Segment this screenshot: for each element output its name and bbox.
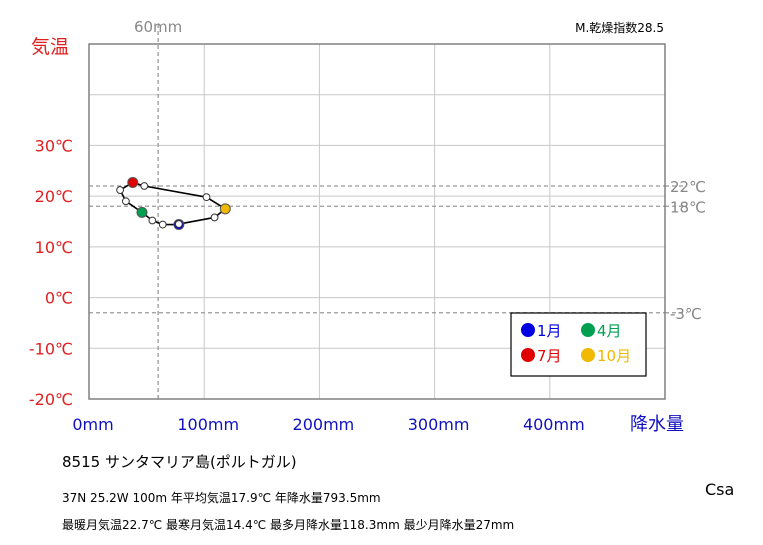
legend-label: 10月 <box>597 347 631 365</box>
x-tick-label: 400mm <box>523 415 585 434</box>
x-axis-label: 降水量 <box>630 414 684 435</box>
legend-label: 4月 <box>597 322 622 340</box>
legend-box <box>510 312 647 377</box>
y-tick-label: -10℃ <box>29 339 73 358</box>
y-tick-label: 30℃ <box>35 136 73 155</box>
y-tick-label: 20℃ <box>35 187 73 206</box>
month-point <box>202 193 211 202</box>
legend-marker <box>581 323 595 337</box>
y-tick-label: 10℃ <box>35 238 73 257</box>
x-tick-label: 300mm <box>408 415 470 434</box>
station-info-line2: 最暖月気温22.7℃ 最寒月気温14.4℃ 最多月降水量118.3mm 最少月降… <box>62 518 515 532</box>
reference-label-precip: 60mm <box>134 18 182 36</box>
climate-class: Csa <box>705 480 735 499</box>
plot-frame <box>88 43 666 400</box>
reference-label-temp: 22℃ <box>670 178 706 196</box>
month-point-4 <box>136 206 148 218</box>
station-title: 8515 サンタマリア島(ポルトガル) <box>62 453 297 471</box>
month-point <box>116 186 125 194</box>
month-point <box>121 197 130 206</box>
reference-label-temp: -3℃ <box>670 305 702 323</box>
legend-marker <box>581 348 595 362</box>
y-tick-label: 0℃ <box>45 289 73 308</box>
legend-label: 1月 <box>537 322 562 340</box>
month-point-7 <box>127 176 139 188</box>
dryness-index: M.乾燥指数28.5 <box>575 21 664 35</box>
x-tick-label: 200mm <box>293 415 355 434</box>
y-tick-label: -20℃ <box>29 390 73 409</box>
reference-label-temp: 18℃ <box>670 198 706 216</box>
month-point <box>148 216 157 225</box>
month-point <box>210 213 219 222</box>
legend-marker <box>521 348 535 362</box>
station-info-line1: 37N 25.2W 100m 年平均気温17.9℃ 年降水量793.5mm <box>62 491 381 505</box>
legend-marker <box>521 323 535 337</box>
month-segment <box>178 216 215 225</box>
month-point <box>158 220 167 229</box>
x-tick-label: 100mm <box>177 415 239 434</box>
y-axis-label: 気温 <box>31 36 70 58</box>
x-tick-label: 0mm <box>72 415 113 434</box>
month-segment <box>144 185 207 198</box>
month-point <box>174 220 183 228</box>
month-point <box>140 182 149 190</box>
month-point-10 <box>219 203 231 215</box>
legend-label: 7月 <box>537 347 562 365</box>
